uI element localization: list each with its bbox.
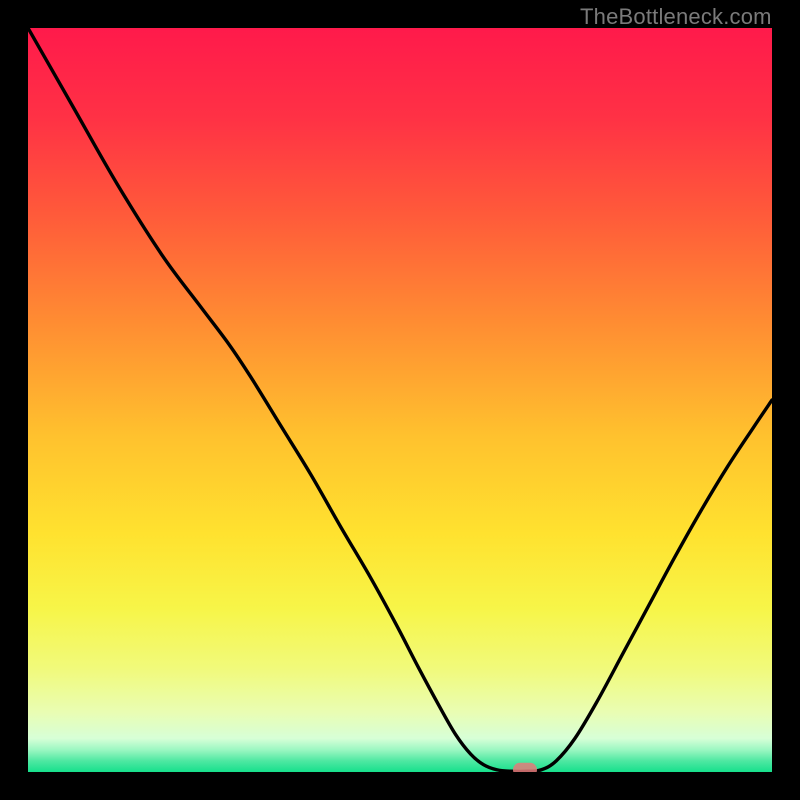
optimum-marker [28,28,772,772]
watermark-text: TheBottleneck.com [580,4,772,30]
plot-area [28,28,772,772]
